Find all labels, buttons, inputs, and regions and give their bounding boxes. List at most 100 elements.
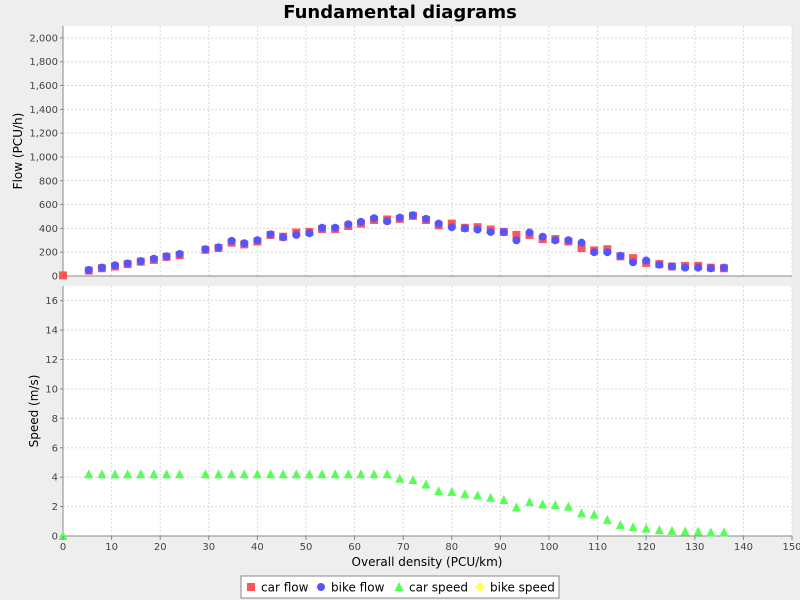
x-ticks: 0 10 20 30 40 50 60 70 80 90 100 110 120 130 140 150 xyxy=(60,536,800,553)
car-speed-point xyxy=(719,527,729,537)
y-tick-label: 2 xyxy=(52,502,58,513)
car-speed-point xyxy=(511,502,521,512)
bike-flow-point xyxy=(253,236,262,245)
car-flow-point xyxy=(512,230,521,239)
flow-y-ticks: 0 200 400 600 800 1,000 1,200 1,400 1,600 1,800 2,… xyxy=(29,33,63,283)
bike-flow-point xyxy=(318,223,327,232)
x-tick-label: 110 xyxy=(588,542,607,553)
car-flow-point xyxy=(629,254,638,263)
y-tick-label: 1,600 xyxy=(29,81,58,92)
bike-flow-point xyxy=(266,230,275,239)
bike-flow-point xyxy=(240,239,249,248)
car-speed-point xyxy=(577,508,587,518)
car-speed-point xyxy=(563,501,573,511)
car-speed-point xyxy=(486,492,496,502)
speed-y-ticks: 0 2 4 6 8 10 12 14 16 xyxy=(45,296,63,543)
car-speed-point xyxy=(291,469,301,479)
car-speed-point xyxy=(214,469,224,479)
car-speed-point xyxy=(227,469,237,479)
bike-flow-point xyxy=(499,227,508,236)
y-tick-label: 0 xyxy=(52,272,58,283)
bike-flow-point xyxy=(395,213,404,222)
x-tick-label: 120 xyxy=(637,542,656,553)
car-flow-point xyxy=(577,244,586,253)
bike-flow-point xyxy=(681,263,690,272)
car-speed-point xyxy=(149,469,159,479)
bike-flow-point xyxy=(473,225,482,234)
bike-flow-point xyxy=(719,263,728,272)
legend-label-bike-speed: bike speed xyxy=(490,581,555,595)
bike-flow-point xyxy=(525,228,534,237)
x-tick-label: 0 xyxy=(60,542,66,553)
bike-flow-point xyxy=(694,263,703,272)
bike-flow-point xyxy=(383,217,392,226)
bike-flow-point xyxy=(331,223,340,232)
y-tick-label: 1,200 xyxy=(29,129,58,140)
bike-flow-point xyxy=(538,232,547,241)
y-tick-label: 400 xyxy=(39,224,58,235)
y-tick-label: 6 xyxy=(52,443,58,454)
y-tick-label: 2,000 xyxy=(29,33,58,44)
car-speed-point xyxy=(356,469,366,479)
bike-flow-point xyxy=(292,230,301,239)
bike-flow-point xyxy=(344,220,353,229)
bike-flow-point xyxy=(356,217,365,226)
bike-flow-point xyxy=(447,223,456,232)
legend-marker-bike-speed xyxy=(475,582,485,592)
y-tick-label: 10 xyxy=(45,384,58,395)
car-speed-point xyxy=(628,522,638,532)
car-speed-point xyxy=(97,469,107,479)
legend: car flow bike flow car speed bike speed xyxy=(240,575,560,599)
y-tick-label: 1,000 xyxy=(29,152,58,163)
car-speed-point xyxy=(434,486,444,496)
x-axis-label: Overall density (PCU/km) xyxy=(352,555,503,569)
bike-flow-point xyxy=(667,262,676,271)
bike-flow-point xyxy=(136,257,145,266)
bike-flow-point xyxy=(97,263,106,272)
bike-flow-point xyxy=(564,236,573,245)
car-speed-point xyxy=(706,527,716,537)
bike-flow-point xyxy=(305,229,314,238)
bike-flow-point xyxy=(123,259,132,268)
car-speed-point xyxy=(538,499,548,509)
y-tick-label: 600 xyxy=(39,200,58,211)
car-speed-point xyxy=(317,469,327,479)
y-tick-label: 1,800 xyxy=(29,57,58,68)
speed-plot-area xyxy=(63,286,792,536)
bike-flow-point xyxy=(577,238,586,247)
car-speed-point xyxy=(369,469,379,479)
bike-flow-point xyxy=(616,251,625,260)
x-tick-label: 80 xyxy=(445,542,458,553)
x-tick-label: 50 xyxy=(300,542,313,553)
x-tick-label: 30 xyxy=(202,542,215,553)
car-speed-point xyxy=(162,469,172,479)
legend-marker-car-speed xyxy=(394,582,404,591)
bike-flow-point xyxy=(460,224,469,233)
bike-flow-point xyxy=(227,236,236,245)
car-speed-point xyxy=(473,490,483,500)
bike-flow-point xyxy=(655,260,664,269)
legend-marker-car-flow xyxy=(247,583,255,591)
car-speed-point xyxy=(330,469,340,479)
car-speed-point xyxy=(654,525,664,535)
bike-flow-point xyxy=(149,254,158,263)
car-speed-point xyxy=(266,469,276,479)
flow-plot-area xyxy=(63,26,792,276)
bike-flow-point xyxy=(603,248,612,257)
car-speed-point xyxy=(136,469,146,479)
car-speed-point xyxy=(175,469,185,479)
car-speed-point xyxy=(304,469,314,479)
car-speed-point xyxy=(680,526,690,536)
x-tick-label: 150 xyxy=(782,542,800,553)
legend-label-car-flow: car flow xyxy=(261,581,309,595)
y-tick-label: 16 xyxy=(45,296,58,307)
car-speed-point xyxy=(447,486,457,496)
bike-flow-point xyxy=(512,236,521,245)
y-tick-label: 14 xyxy=(45,326,58,337)
car-speed-point xyxy=(525,497,535,507)
bike-flow-point xyxy=(629,258,638,267)
car-speed-point xyxy=(693,526,703,536)
car-speed-point xyxy=(421,479,431,489)
x-tick-label: 100 xyxy=(539,542,558,553)
speed-marks xyxy=(58,469,729,540)
